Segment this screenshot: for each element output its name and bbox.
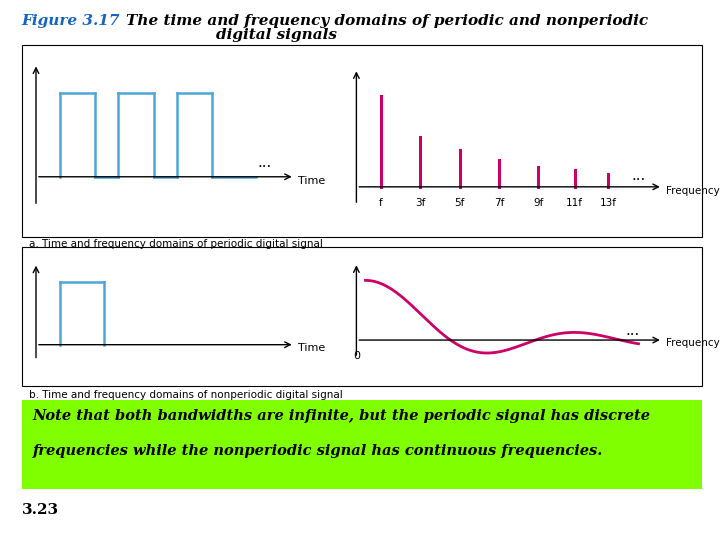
- Text: 5f: 5f: [454, 198, 464, 208]
- Text: digital signals: digital signals: [216, 28, 337, 42]
- Text: f: f: [379, 198, 382, 208]
- Text: 0: 0: [353, 351, 360, 361]
- Text: 3f: 3f: [415, 198, 426, 208]
- Text: Frequency: Frequency: [666, 186, 719, 197]
- Text: The time and frequency domains of periodic and nonperiodic: The time and frequency domains of period…: [126, 14, 648, 28]
- Text: Time: Time: [297, 343, 325, 353]
- Text: 9f: 9f: [534, 198, 544, 208]
- Text: Note that both bandwidths are infinite, but the periodic signal has discrete: Note that both bandwidths are infinite, …: [32, 409, 650, 423]
- Text: 11f: 11f: [567, 198, 583, 208]
- Text: Time: Time: [297, 176, 325, 186]
- Text: frequencies while the nonperiodic signal has continuous frequencies.: frequencies while the nonperiodic signal…: [32, 444, 603, 458]
- Text: 7f: 7f: [494, 198, 504, 208]
- Text: ...: ...: [625, 325, 639, 338]
- Text: 13f: 13f: [600, 198, 616, 208]
- Text: Frequency: Frequency: [666, 338, 719, 348]
- Text: ...: ...: [631, 168, 646, 183]
- Text: ...: ...: [258, 156, 272, 170]
- Text: Figure 3.17: Figure 3.17: [22, 14, 120, 28]
- Text: b. Time and frequency domains of nonperiodic digital signal: b. Time and frequency domains of nonperi…: [29, 390, 343, 400]
- Text: a. Time and frequency domains of periodic digital signal: a. Time and frequency domains of periodi…: [29, 239, 323, 249]
- Text: 3.23: 3.23: [22, 503, 59, 517]
